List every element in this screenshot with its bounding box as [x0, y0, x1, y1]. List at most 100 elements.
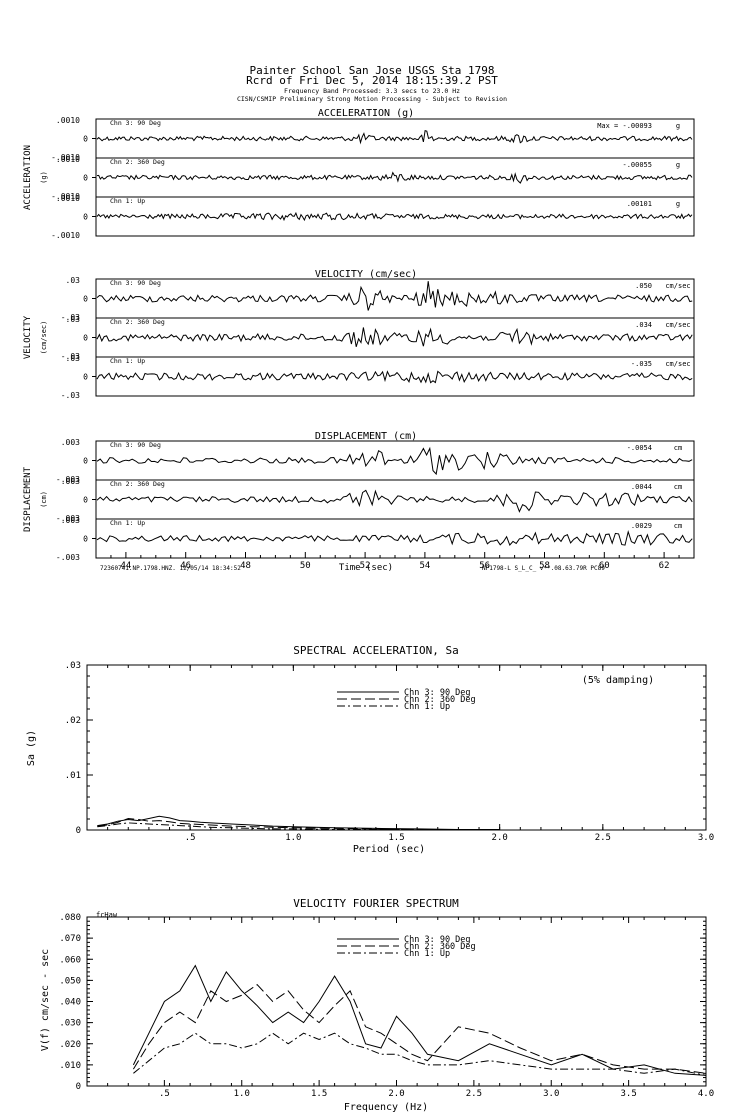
- time-tick-label: 58: [539, 561, 550, 571]
- y-tick-label: .080: [59, 913, 81, 923]
- scale-zero: 0: [83, 535, 88, 544]
- time-tick-label: 62: [659, 561, 670, 571]
- channel-name: Chn 2: 360 Deg: [110, 158, 165, 166]
- y-tick-label: .020: [59, 1040, 81, 1050]
- frequency-band: Frequency Band Processed: 3.3 secs to 23…: [284, 87, 460, 95]
- waveform-trace: [96, 281, 693, 311]
- peak-unit: cm/sec: [665, 360, 690, 368]
- time-tick-label: 46: [180, 561, 191, 571]
- scale-bottom: -.03: [61, 352, 80, 361]
- spectral-acceleration-chart: SPECTRAL ACCELERATION, Sa (5% damping) S…: [26, 644, 714, 855]
- scale-bottom: -.0010: [51, 231, 80, 240]
- legend-label-3: Chn 1: Up: [404, 702, 450, 712]
- panel-title-acc: ACCELERATION (g): [318, 108, 414, 119]
- legend-label-3: Chn 1: Up: [404, 949, 450, 959]
- scale-top: .03: [66, 315, 81, 324]
- panel-side-label-vel: VELOCITY: [23, 315, 33, 359]
- scale-top: .003: [61, 477, 80, 486]
- station-title: Painter School San Jose USGS Sta 1798: [249, 64, 494, 77]
- y-tick-label: .01: [65, 771, 81, 781]
- record-time: Rcrd of Fri Dec 5, 2014 18:15:39.2 PST: [246, 74, 498, 87]
- peak-unit: cm: [674, 444, 682, 452]
- channel-acc-1: Chn 3: 90 Deg .0010 0-.0010 Max = -.00093 g: [51, 116, 695, 162]
- legend-label-2: Chn 2: 360 Deg: [404, 942, 476, 952]
- sa-damping-note: (5% damping): [582, 675, 654, 686]
- panel-vel: VELOCITY (cm/sec) VELOCITY (cm/sec) Chn 3: …: [23, 269, 695, 400]
- peak-value: Max = -.00093: [597, 122, 652, 130]
- channel-name: Chn 3: 90 Deg: [110, 119, 161, 127]
- footer-right: NP1798-L S_L_C_ v**.08.63.79R PC89: [482, 565, 605, 572]
- legend-label-2: Chn 2: 360 Deg: [404, 695, 476, 705]
- velocity-fourier-spectrum-chart: VELOCITY FOURIER SPECTRUM fcHaw V(f) cm/…: [40, 897, 714, 1113]
- panel-title-dis: DISPLACEMENT (cm): [315, 431, 417, 442]
- x-tick-label: 3.0: [698, 833, 714, 843]
- y-tick-label: .010: [59, 1061, 81, 1071]
- scale-bottom: -.003: [56, 514, 80, 523]
- scale-zero: 0: [83, 373, 88, 382]
- waveform-trace: [96, 370, 693, 384]
- x-tick-label: .5: [185, 833, 196, 843]
- y-tick-label: 0: [76, 826, 81, 836]
- x-tick-label: 4.0: [698, 1089, 714, 1099]
- scale-top: .0010: [56, 194, 80, 203]
- time-tick-label: 44: [120, 561, 131, 571]
- channel-name: Chn 1: Up: [110, 357, 145, 365]
- y-tick-label: 0: [76, 1082, 81, 1092]
- peak-value: -.035: [631, 360, 652, 368]
- channel-name: Chn 3: 90 Deg: [110, 279, 161, 287]
- series-line-2: [97, 817, 500, 830]
- x-tick-label: 2.5: [466, 1089, 482, 1099]
- peak-unit: g: [676, 161, 680, 169]
- footer-left: 72360741.NP.1798.HNZ. 12/05/14 18:34:52: [100, 565, 241, 572]
- waveform-trace: [96, 446, 693, 476]
- time-tick-label: 56: [479, 561, 490, 571]
- y-tick-label: .02: [65, 716, 81, 726]
- y-tick-label: .070: [59, 934, 81, 944]
- scale-bottom: -.0010: [51, 153, 80, 162]
- fs-corner-note: fcHaw: [96, 911, 118, 919]
- time-tick-label: 48: [240, 561, 251, 571]
- waveform-trace: [96, 130, 693, 145]
- time-tick-label: 50: [300, 561, 311, 571]
- sa-y-axis-label: Sa (g): [26, 730, 37, 766]
- channel-name: Chn 1: Up: [110, 519, 145, 527]
- scale-zero: 0: [83, 334, 88, 343]
- series-line-2: [132, 983, 707, 1074]
- y-tick-label: .050: [59, 976, 81, 986]
- panel-side-label-dis: DISPLACEMENT: [23, 466, 33, 532]
- panel-dis: DISPLACEMENT (cm) DISPLACEMENT (cm) Chn 3: …: [23, 431, 695, 562]
- channel-name: Chn 1: Up: [110, 197, 145, 205]
- series-line-1: [97, 815, 500, 830]
- scale-bottom: -.003: [56, 553, 80, 562]
- channel-dis-1: Chn 3: 90 Deg .003 0-.003 -.0054 cm: [56, 438, 695, 484]
- fs-x-axis-label: Frequency (Hz): [344, 1102, 428, 1113]
- waveform-trace: [96, 327, 693, 347]
- legend-label-1: Chn 3: 90 Deg: [404, 688, 471, 698]
- time-axis: Time (sec) 72360741.NP.1798.HNZ. 12/05/1…: [95, 552, 695, 573]
- channel-vel-2: Chn 2: 360 Deg.030-.03.034 cm/sec: [61, 315, 695, 361]
- scale-bottom: -.03: [61, 391, 80, 400]
- x-tick-label: 3.5: [620, 1089, 636, 1099]
- peak-value: -.00055: [622, 161, 652, 169]
- legend-label-1: Chn 3: 90 Deg: [404, 935, 471, 945]
- peak-unit: cm: [674, 522, 682, 530]
- panel-unit-label-acc: (g): [40, 171, 48, 184]
- scale-bottom: -.03: [61, 313, 80, 322]
- channel-vel-1: Chn 3: 90 Deg .03 0-.03 .050 cm/sec: [61, 276, 695, 322]
- scale-top: .003: [61, 516, 80, 525]
- peak-unit: cm/sec: [665, 321, 690, 329]
- time-series-panels: ACCELERATION (g) ACCELERATION (g) Chn 3: 90…: [23, 108, 695, 562]
- x-tick-label: 1.0: [234, 1089, 250, 1099]
- peak-value: .0044: [631, 483, 652, 491]
- peak-unit: cm: [674, 483, 682, 491]
- panel-acc: ACCELERATION (g) ACCELERATION (g) Chn 3: 90…: [23, 108, 695, 240]
- time-tick-label: 54: [419, 561, 430, 571]
- x-tick-label: 1.5: [311, 1089, 327, 1099]
- sa-chart-title: SPECTRAL ACCELERATION, Sa: [293, 644, 459, 657]
- x-tick-label: 2.5: [595, 833, 611, 843]
- peak-unit: cm/sec: [665, 282, 690, 290]
